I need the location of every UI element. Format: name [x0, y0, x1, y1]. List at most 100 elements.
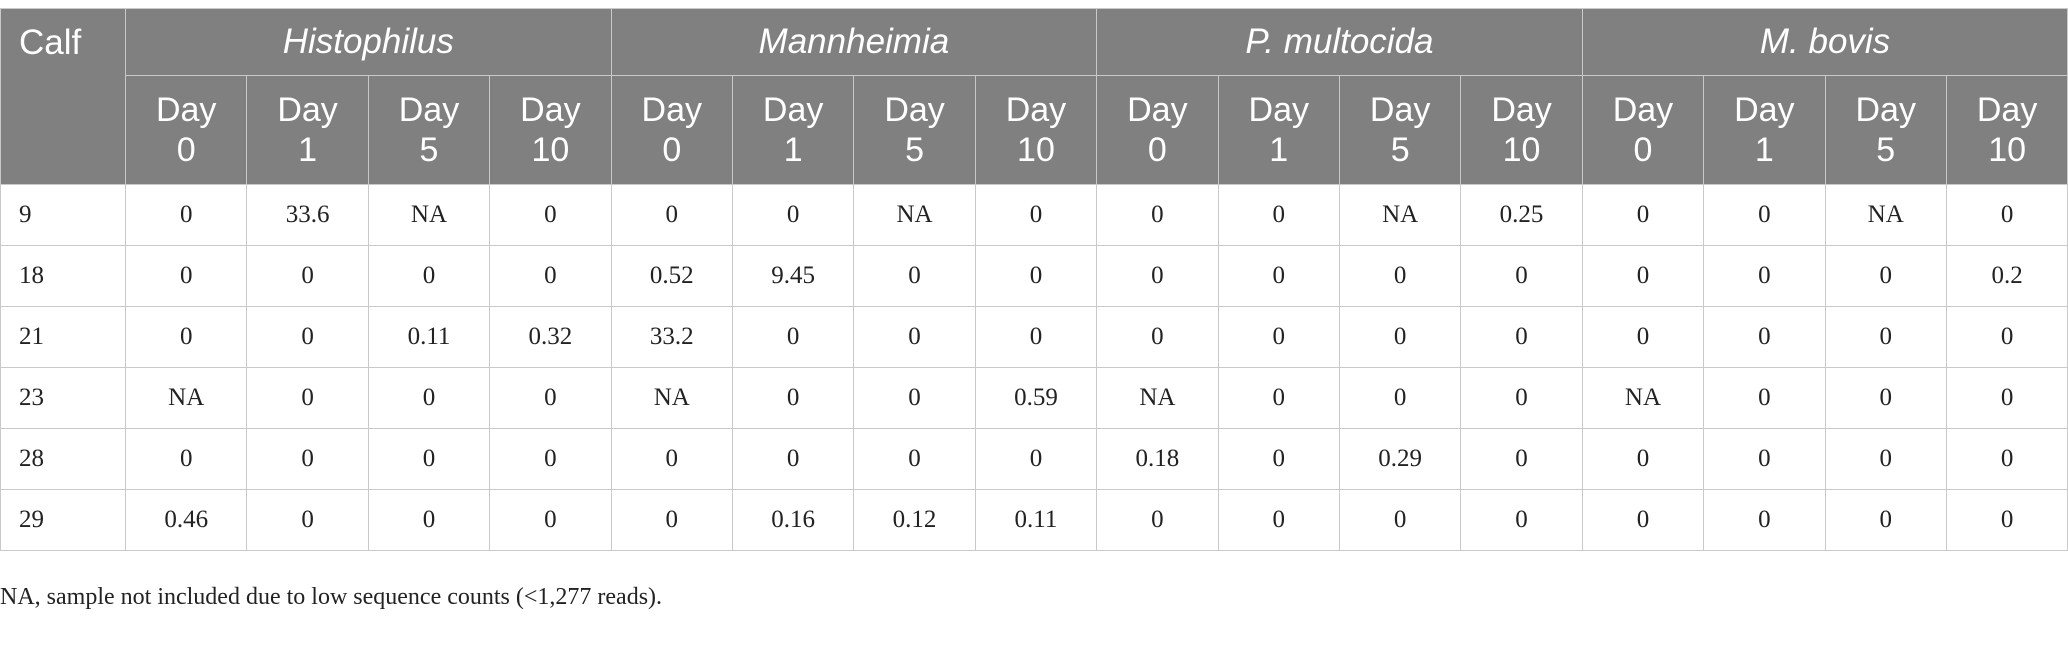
value-cell: 0: [610, 489, 733, 551]
value-cell: 0: [853, 367, 976, 429]
value-cell: 0: [1217, 306, 1340, 368]
day-header-number: 5: [1390, 131, 1410, 169]
value-cell: NA: [1824, 184, 1947, 246]
table-row: 9 0 33.6 NA 0 0 0 NA 0 0 0 NA 0.25 0 0 NA 0: [0, 184, 2068, 246]
table-body: 9 0 33.6 NA 0 0 0 NA 0 0 0 NA 0.25 0 0 NA 0 18 0 0 0 0 0.52 9.4…: [0, 184, 2068, 551]
value-cell: 0: [731, 428, 855, 490]
day-header: Day 10: [1460, 75, 1583, 185]
value-cell: NA: [1338, 184, 1462, 246]
value-cell: 0: [731, 367, 855, 429]
value-cell: 0: [1338, 245, 1462, 307]
day-header-word: Day: [1127, 91, 1188, 129]
value-cell: 0: [1824, 428, 1947, 490]
value-cell: 0: [1581, 306, 1705, 368]
table-row: 18 0 0 0 0 0.52 9.45 0 0 0 0 0 0 0 0 0 0.2: [0, 245, 2068, 307]
day-header-word: Day: [884, 91, 945, 129]
day-header: Day 0: [610, 75, 733, 185]
value-cell: 0: [1703, 367, 1826, 429]
value-cell: 0.12: [853, 489, 976, 551]
value-cell: 0: [1460, 306, 1583, 368]
value-cell: 0: [1945, 367, 2068, 429]
value-cell: 0: [1217, 184, 1340, 246]
table-row: 29 0.46 0 0 0 0 0.16 0.12 0.11 0 0 0 0 0 0 0 0: [0, 489, 2068, 551]
value-cell: 0.11: [367, 306, 491, 368]
value-cell: 0: [489, 428, 612, 490]
day-header: Day 10: [489, 75, 612, 185]
calf-id-cell: 9: [0, 184, 126, 246]
day-header: Day 1: [1217, 75, 1340, 185]
value-cell: NA: [124, 367, 248, 429]
value-cell: 0: [1217, 245, 1340, 307]
day-header: Day 1: [1703, 75, 1826, 185]
value-cell: 0: [367, 489, 491, 551]
value-cell: NA: [1096, 367, 1219, 429]
value-cell: 0: [124, 245, 248, 307]
value-cell: 0: [367, 367, 491, 429]
value-cell: 0: [1338, 489, 1462, 551]
day-header: Day 10: [974, 75, 1098, 185]
day-header-number: 10: [531, 131, 570, 169]
day-header-number: 0: [1633, 131, 1653, 169]
calf-id-cell: 21: [0, 306, 126, 368]
value-cell: 0: [1703, 245, 1826, 307]
calf-id-cell: 29: [0, 489, 126, 551]
value-cell: NA: [1581, 367, 1705, 429]
value-cell: 0: [367, 428, 491, 490]
value-cell: 0: [1945, 184, 2068, 246]
value-cell: 0.32: [489, 306, 612, 368]
value-cell: 0: [974, 428, 1098, 490]
value-cell: 0.2: [1945, 245, 2068, 307]
value-cell: 0: [974, 184, 1098, 246]
value-cell: 0: [1338, 306, 1462, 368]
day-header-word: Day: [398, 91, 460, 129]
value-cell: 0: [1460, 245, 1583, 307]
day-header-number: 1: [298, 131, 318, 169]
day-header-word: Day: [1369, 91, 1431, 129]
value-cell: 0: [1460, 489, 1583, 551]
data-table-container: Calf Histophilus Mannheimia P. multocida…: [0, 8, 2068, 551]
value-cell: 9.45: [731, 245, 855, 307]
value-cell: 0: [1824, 306, 1947, 368]
day-header-number: 1: [1754, 131, 1774, 169]
value-cell: 0: [1703, 489, 1826, 551]
value-cell: 0: [974, 306, 1098, 368]
value-cell: 0: [489, 367, 612, 429]
calf-id-cell: 28: [0, 428, 126, 490]
value-cell: 0: [246, 367, 369, 429]
day-header-number: 0: [662, 131, 682, 169]
day-header-word: Day: [641, 91, 702, 129]
day-header-word: Day: [1612, 91, 1674, 129]
value-cell: 0: [610, 184, 733, 246]
value-cell: 0: [1703, 428, 1826, 490]
group-header-histophilus: Histophilus: [125, 8, 612, 76]
day-header-number: 5: [1876, 131, 1896, 169]
day-header-word: Day: [1855, 91, 1916, 129]
day-header-number: 1: [1269, 131, 1289, 169]
day-header-word: Day: [762, 91, 824, 129]
value-cell: 0: [853, 306, 976, 368]
day-header: Day 5: [1338, 75, 1462, 185]
day-header-number: 1: [783, 131, 803, 169]
value-cell: 0.11: [974, 489, 1098, 551]
value-cell: 0: [246, 245, 369, 307]
calf-id-cell: 18: [0, 245, 126, 307]
value-cell: 0: [246, 489, 369, 551]
value-cell: 0.52: [610, 245, 733, 307]
day-header: Day 5: [1824, 75, 1947, 185]
value-cell: 0: [1217, 367, 1340, 429]
group-header-m-bovis: M. bovis: [1581, 8, 2068, 76]
value-cell: 0: [124, 184, 248, 246]
day-header: Day 0: [1581, 75, 1705, 185]
value-cell: 0: [489, 489, 612, 551]
value-cell: 0: [853, 428, 976, 490]
day-header-number: 5: [905, 131, 925, 169]
value-cell: 0: [1581, 245, 1705, 307]
value-cell: 0: [124, 306, 248, 368]
value-cell: 0: [1217, 428, 1340, 490]
value-cell: 0: [1945, 306, 2068, 368]
day-header-word: Day: [1491, 91, 1552, 129]
day-header-word: Day: [520, 91, 581, 129]
value-cell: 0: [1703, 184, 1826, 246]
value-cell: 0.16: [731, 489, 855, 551]
value-cell: 0: [1581, 489, 1705, 551]
